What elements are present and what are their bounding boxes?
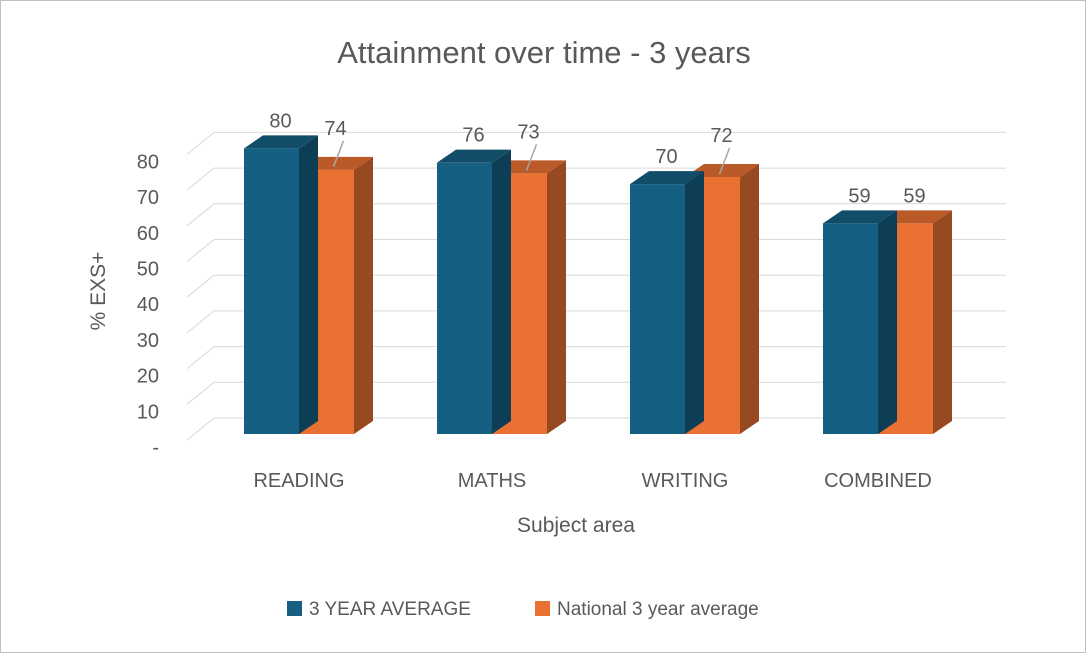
chart-title: Attainment over time - 3 years xyxy=(337,35,751,70)
data-label: 74 xyxy=(324,118,346,140)
bar-front xyxy=(630,184,685,434)
data-label: 72 xyxy=(710,125,732,147)
y-tick-label: 70 xyxy=(137,187,159,209)
data-label-leader xyxy=(525,144,538,171)
legend: 3 YEAR AVERAGE National 3 year average xyxy=(287,599,759,620)
y-tick-label: 40 xyxy=(137,294,159,316)
legend-swatch xyxy=(535,601,550,616)
y-tick-label: 20 xyxy=(137,366,159,388)
y-tick-label: - xyxy=(152,437,159,459)
data-label-leader xyxy=(332,140,345,168)
y-tick-label: 10 xyxy=(137,401,159,423)
y-tick-label: 30 xyxy=(137,330,159,352)
data-label: 80 xyxy=(269,110,291,132)
bars: 80 74 76 73 70 72 59 59 xyxy=(244,110,952,434)
bar-side xyxy=(740,163,759,434)
x-tick-label: WRITING xyxy=(642,470,729,492)
data-label: 70 xyxy=(655,146,677,168)
y-tick-label: 60 xyxy=(137,223,159,245)
bar-side xyxy=(933,210,952,434)
legend-label: National 3 year average xyxy=(557,599,759,620)
bar-top xyxy=(437,149,511,163)
gridline-diagonal xyxy=(186,132,215,155)
bar-side xyxy=(299,135,318,434)
x-axis-ticks: READING MATHS WRITING COMBINED xyxy=(253,470,931,492)
gridline-diagonal xyxy=(186,203,215,227)
gridline-diagonal xyxy=(186,346,215,369)
bar-front xyxy=(823,223,878,434)
bar-side xyxy=(685,171,704,434)
bar-3-year-average-combined xyxy=(823,210,897,434)
gridline-diagonal xyxy=(186,310,215,334)
y-axis-label: % EXS+ xyxy=(87,252,110,331)
x-tick-label: READING xyxy=(253,470,344,492)
gridline-diagonal xyxy=(186,381,215,405)
y-tick-label: 80 xyxy=(137,151,159,173)
x-tick-label: MATHS xyxy=(458,470,527,492)
bar-front xyxy=(244,148,299,434)
gridline-diagonal xyxy=(186,274,215,298)
bar-top xyxy=(823,210,897,224)
data-label: 59 xyxy=(848,185,870,207)
bar-side xyxy=(547,160,566,434)
data-label: 73 xyxy=(517,121,539,143)
x-axis-label: Subject area xyxy=(517,514,635,537)
bar-3-year-average-reading xyxy=(244,135,318,434)
bar-3-year-average-maths xyxy=(437,149,511,434)
x-tick-label: COMBINED xyxy=(824,470,932,492)
gridline-diagonal xyxy=(186,417,215,441)
gridline-diagonal xyxy=(186,167,215,191)
bar-side xyxy=(354,156,373,434)
bar-top xyxy=(630,171,704,185)
data-label-leader xyxy=(718,147,731,175)
data-label: 76 xyxy=(462,125,484,147)
bar-top xyxy=(244,135,318,149)
y-axis-ticks: - 10 20 30 40 50 60 70 80 xyxy=(137,151,159,459)
legend-swatch xyxy=(287,601,302,616)
gridline-diagonal xyxy=(186,239,215,262)
bar-side xyxy=(878,210,897,434)
y-tick-label: 50 xyxy=(137,259,159,281)
legend-label: 3 YEAR AVERAGE xyxy=(309,599,471,620)
data-label: 59 xyxy=(903,185,925,207)
bar-front xyxy=(437,162,492,434)
bar-3-year-average-writing xyxy=(630,171,704,434)
bar-side xyxy=(492,149,511,434)
